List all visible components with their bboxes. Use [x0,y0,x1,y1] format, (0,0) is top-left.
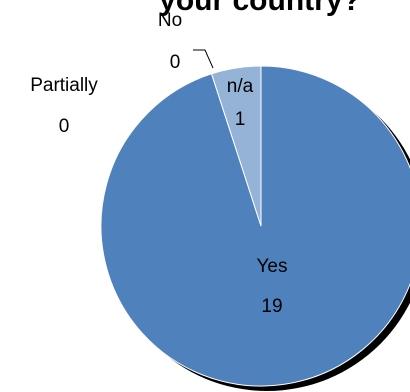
slice-value-yes: 19 [261,296,282,317]
pie-slices [100,65,410,387]
pie-slice-yes [100,65,410,387]
chart-title: your country? [159,0,361,17]
slice-label-n-a: n/a [227,76,254,97]
slice-label-no: No [158,10,182,31]
slice-labels: Yes 19 n/a 1 No 0 Partially 0 [30,10,287,317]
slice-label-yes: Yes [257,256,288,277]
slice-value-no: 0 [170,52,181,73]
slice-label-partially: Partially [30,75,98,96]
slice-value-partially: 0 [59,116,70,137]
pie-slice-n-a [210,65,262,227]
leader-line-no [193,49,214,69]
slice-value-n-a: 1 [235,109,246,130]
leader-lines [193,49,214,69]
